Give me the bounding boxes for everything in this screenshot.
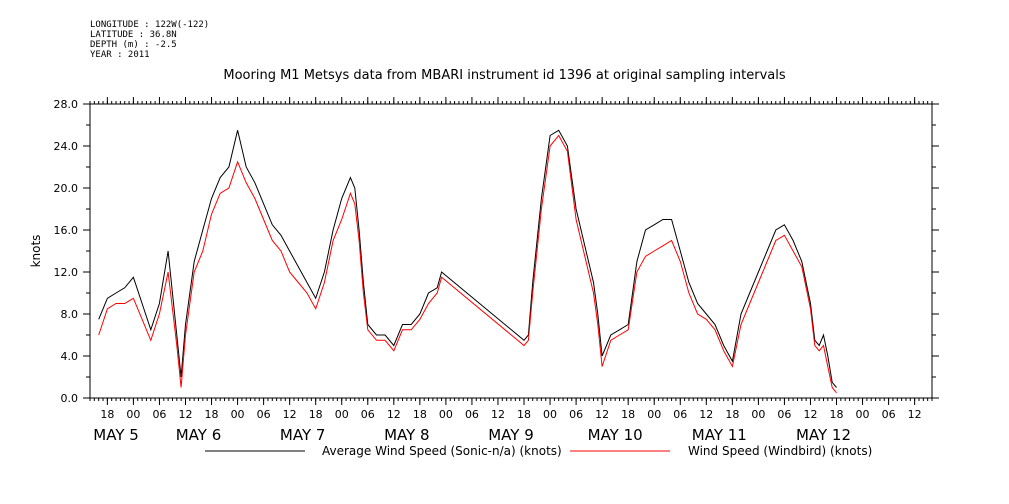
- x-tick-label: 18: [621, 408, 635, 421]
- x-date-label: MAY 9: [488, 426, 534, 444]
- x-tick-label: 18: [205, 408, 219, 421]
- x-tick-label: 06: [361, 408, 375, 421]
- y-axis-label: knots: [29, 235, 43, 268]
- x-tick-label: 00: [751, 408, 765, 421]
- legend-label-windbird-wind-speed: Wind Speed (Windbird) (knots): [688, 444, 872, 458]
- series-windbird-wind-speed-line: [98, 134, 837, 394]
- x-tick-label: 12: [283, 408, 297, 421]
- x-tick-label: 18: [725, 408, 739, 421]
- x-tick-label: 18: [413, 408, 427, 421]
- x-tick-label: 18: [309, 408, 323, 421]
- y-tick-label: 24.0: [54, 140, 79, 153]
- depth-label: DEPTH (m) : -2.5: [90, 40, 177, 50]
- x-date-label: MAY 8: [384, 426, 430, 444]
- latitude-label: LATITUDE : 36.8N: [90, 30, 177, 40]
- x-tick-label: 12: [178, 408, 192, 421]
- x-tick-label: 06: [777, 408, 791, 421]
- x-tick-label: 00: [543, 408, 557, 421]
- x-tick-label: 06: [257, 408, 271, 421]
- x-tick-label: 12: [595, 408, 609, 421]
- x-tick-label: 00: [126, 408, 140, 421]
- x-tick-label: 00: [231, 408, 245, 421]
- x-tick-label: 12: [908, 408, 922, 421]
- x-tick-label: 12: [491, 408, 505, 421]
- y-tick-label: 16.0: [54, 224, 79, 237]
- x-tick-label: 18: [830, 408, 844, 421]
- x-tick-label: 06: [882, 408, 896, 421]
- y-tick-label: 12.0: [54, 266, 79, 279]
- x-date-label: MAY 11: [692, 426, 747, 444]
- x-tick-label: 06: [465, 408, 479, 421]
- y-tick-label: 0.0: [61, 392, 79, 405]
- x-tick-label: 00: [439, 408, 453, 421]
- plot-frame: [89, 103, 933, 399]
- x-date-label: MAY 10: [588, 426, 643, 444]
- station-metadata: LONGITUDE : 122W(-122) LATITUDE : 36.8N …: [90, 20, 209, 60]
- x-tick-label: 06: [569, 408, 583, 421]
- chart-title: Mooring M1 Metsys data from MBARI instru…: [223, 68, 786, 83]
- series-average-wind-speed-line: [98, 129, 837, 388]
- x-tick-label: 06: [152, 408, 166, 421]
- x-date-label: MAY 12: [796, 426, 851, 444]
- x-tick-label: 12: [699, 408, 713, 421]
- x-date-label: MAY 6: [176, 426, 222, 444]
- x-tick-label: 12: [803, 408, 817, 421]
- x-date-label: MAY 5: [93, 426, 139, 444]
- x-tick-label: 00: [647, 408, 661, 421]
- longitude-label: LONGITUDE : 122W(-122): [90, 20, 210, 30]
- legend-label-average-wind-speed: Average Wind Speed (Sonic-n/a) (knots): [322, 444, 562, 458]
- x-tick-label: 18: [100, 408, 114, 421]
- year-label: YEAR : 2011: [90, 50, 150, 60]
- x-tick-label: 18: [517, 408, 531, 421]
- y-tick-label: 20.0: [54, 182, 79, 195]
- x-tick-label: 00: [856, 408, 870, 421]
- x-tick-label: 12: [387, 408, 401, 421]
- y-tick-label: 28.0: [54, 98, 79, 111]
- x-tick-label: 00: [335, 408, 349, 421]
- y-tick-label: 8.0: [61, 308, 79, 321]
- x-tick-label: 06: [673, 408, 687, 421]
- y-tick-label: 4.0: [61, 350, 79, 363]
- x-date-label: MAY 7: [280, 426, 326, 444]
